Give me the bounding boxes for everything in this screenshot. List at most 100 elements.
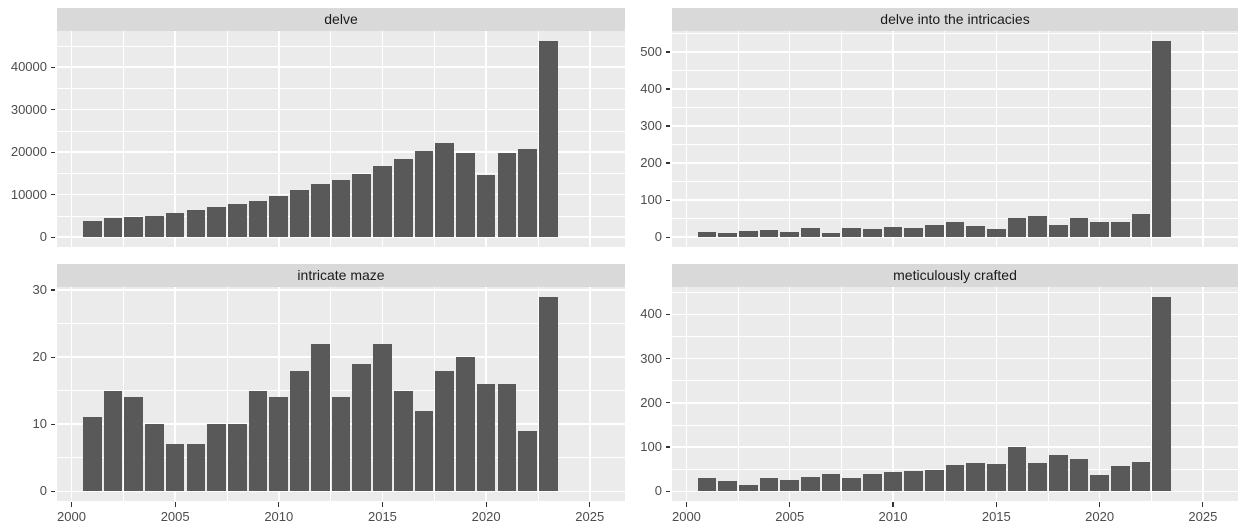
gridline-major-vertical [788,31,791,247]
gridline-minor-horizontal [672,33,1238,34]
gridline-major-vertical [70,287,73,501]
bar-2022 [1131,462,1151,492]
gridline-minor-vertical [433,31,435,247]
y-tick-label: 30 [32,282,47,298]
bar-2002 [103,390,123,492]
gridline-major-vertical [685,31,688,247]
x-tick-mark [381,502,384,507]
bar-2005 [780,480,800,492]
gridline-minor-horizontal [57,130,625,132]
y-tick-label: 30000 [10,101,47,117]
y-tick-label: 400 [640,80,662,96]
x-tick-mark [1202,502,1204,507]
y-tick-label: 500 [640,43,662,59]
bar-2014 [352,173,372,238]
bar-2017 [414,410,434,492]
bar-2006 [186,444,206,492]
bar-2016 [393,159,413,238]
bar-2001 [697,232,717,238]
bar-2010 [883,227,903,238]
x-tick-label: 2010 [264,509,294,524]
y-tick-mark [666,358,670,360]
gridline-major-horizontal [57,66,625,68]
y-tick-label: 10000 [10,186,47,202]
bar-2008 [842,227,861,238]
y-tick-mark [666,125,670,127]
bar-2006 [801,477,820,492]
gridline-minor-vertical [944,287,946,501]
y-tick-label: 0 [39,229,47,245]
x-tick-mark [995,502,997,507]
gridline-minor-vertical [840,31,842,247]
gridline-minor-vertical [226,287,228,501]
y-tick-mark [51,151,55,153]
y-tick-mark [666,313,670,315]
bar-2008 [228,424,247,492]
gridline-minor-vertical [537,287,539,501]
bar-2023 [1152,296,1171,492]
gridline-minor-vertical [737,31,739,247]
facet-strip: meticulously crafted [672,264,1238,287]
y-tick-mark [51,109,55,111]
bar-2012 [925,470,944,492]
x-tick-label: 2020 [471,509,501,524]
bar-2008 [228,203,247,238]
bar-2005 [780,232,800,238]
bar-2003 [124,397,144,492]
x-tick-label: 2000 [57,509,86,524]
y-tick-label: 300 [640,118,662,134]
gridline-major-vertical [995,287,998,501]
bar-2004 [759,229,779,238]
x-tick-mark [892,502,894,507]
facet-panel-meticulously-crafted: meticulously crafted [672,264,1238,501]
bar-2007 [821,233,841,238]
y-tick-mark [51,236,55,238]
bar-2018 [435,142,454,238]
bar-2011 [904,470,923,492]
y-tick-mark [666,490,670,492]
bar-2003 [739,484,758,492]
bar-2023 [538,40,558,238]
x-tick-label: 2010 [878,509,908,524]
gridline-minor-horizontal [57,45,625,47]
gridline-major-horizontal [672,357,1238,360]
y-tick-label: 0 [654,229,662,245]
bar-2004 [759,478,779,492]
plot-area [57,31,625,247]
y-tick-mark [666,162,670,164]
bar-2016 [393,390,413,492]
y-tick-mark [51,66,55,68]
plot-area [672,287,1238,501]
bar-2010 [269,397,289,492]
y-tick-mark [51,423,55,425]
y-tick-mark [51,289,55,291]
gridline-major-vertical [1202,31,1204,247]
y-tick-label: 100 [640,439,662,455]
y-tick-label: 100 [640,192,662,208]
gridline-minor-horizontal [672,380,1238,382]
bar-2001 [82,221,102,238]
gridline-minor-vertical [226,31,228,247]
bar-2013 [331,397,351,492]
gridline-major-horizontal [57,236,625,238]
gridline-major-horizontal [672,125,1238,127]
y-tick-label: 40000 [10,59,47,75]
bar-2013 [331,180,351,238]
bar-2013 [945,464,965,492]
bar-2012 [310,184,330,238]
bar-2005 [165,212,185,238]
gridline-major-vertical [892,31,894,247]
y-tick-label: 20000 [10,144,47,160]
x-tick-label: 2005 [775,509,805,524]
bar-2018 [1048,454,1068,492]
y-tick-label: 0 [654,483,662,499]
y-tick-mark [51,490,55,492]
bar-2020 [1090,221,1109,238]
bar-2009 [248,200,268,238]
bar-2003 [739,230,758,238]
bar-2021 [497,152,517,238]
gridline-minor-vertical [122,31,124,247]
bar-2014 [352,363,372,492]
x-tick-mark [174,502,176,507]
bar-2009 [863,474,882,492]
